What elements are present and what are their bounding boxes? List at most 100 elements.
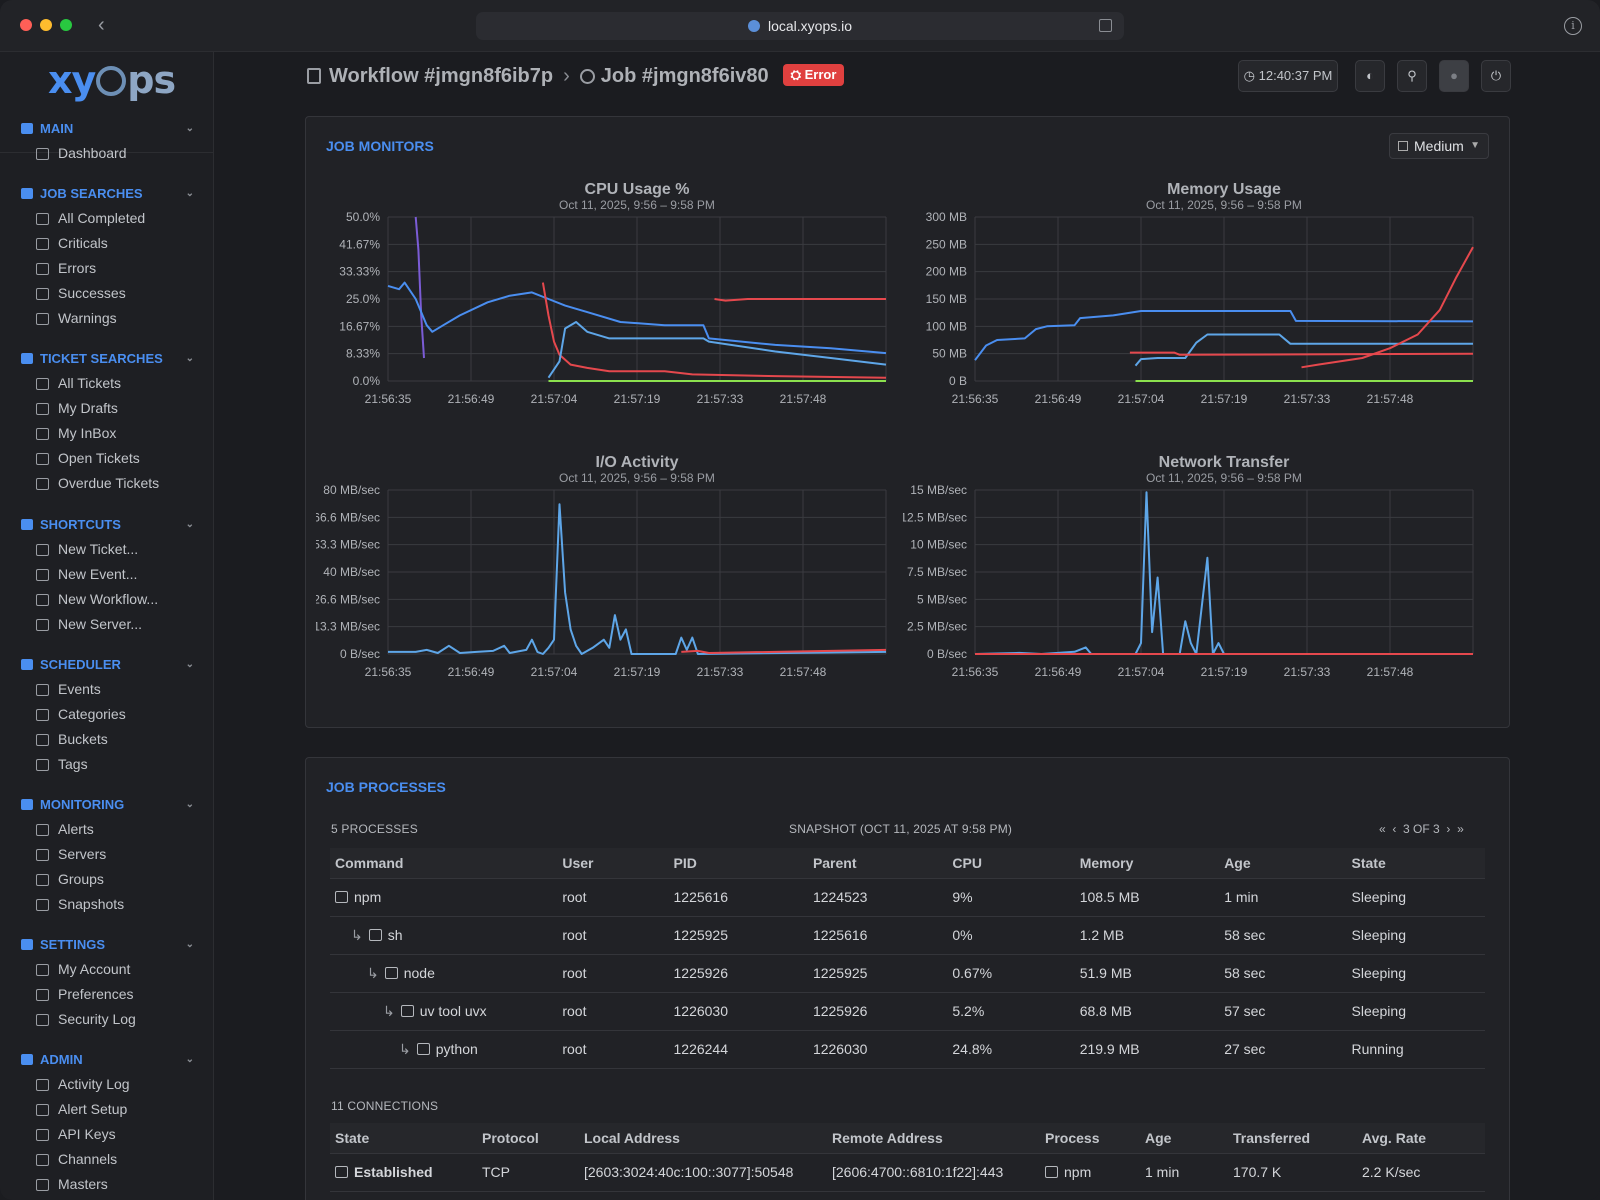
process-command: node <box>403 964 435 981</box>
sidebar-item[interactable]: Overdue Tickets <box>0 471 214 496</box>
chevron-down-icon[interactable]: ⌄ <box>185 519 194 530</box>
sidebar-section-header[interactable]: TICKET SEARCHES ⌄ <box>0 346 214 371</box>
connections-table: State Protocol Local Address Remote Address… <box>330 1123 1485 1192</box>
column-header[interactable]: User <box>557 848 669 879</box>
sidebar-item[interactable]: Security Log <box>0 1007 214 1032</box>
process-command: python <box>435 1040 478 1057</box>
sidebar-section-header[interactable]: MAIN ⌄ <box>0 116 214 141</box>
column-header[interactable]: Command <box>330 848 558 879</box>
sidebar-item[interactable]: All Completed <box>0 206 214 231</box>
sidebar-item[interactable]: New Server... <box>0 612 214 637</box>
sidebar-item[interactable]: All Tickets <box>0 371 214 396</box>
terminal-icon <box>368 928 382 941</box>
clock-button[interactable]: ◷ 12:40:37 PM <box>1238 60 1338 92</box>
user-avatar[interactable]: ● <box>1439 60 1469 92</box>
sidebar-item[interactable]: New Workflow... <box>0 587 214 612</box>
column-header[interactable]: Transferred <box>1228 1123 1357 1154</box>
logout-button[interactable]: ⏻ <box>1481 60 1511 92</box>
chevron-down-icon[interactable]: ⌄ <box>185 188 194 199</box>
logo-text-left: xy <box>48 58 96 102</box>
theme-toggle-button[interactable]: ◐ <box>1355 60 1385 92</box>
sidebar-item[interactable]: Open Tickets <box>0 446 214 471</box>
chevron-down-icon[interactable]: ⌄ <box>185 659 194 670</box>
column-header[interactable]: Memory <box>1074 848 1220 879</box>
column-header[interactable]: Local Address <box>579 1123 827 1154</box>
sidebar-item[interactable]: Preferences <box>0 982 214 1007</box>
column-header[interactable]: State <box>1346 848 1485 879</box>
column-header[interactable]: CPU <box>947 848 1075 879</box>
table-row[interactable]: ↳ python root 1226244 1226030 24.8% 219.9 MB 27… <box>330 1030 1485 1069</box>
chevron-down-icon[interactable]: ⌄ <box>185 123 194 134</box>
sidebar-item[interactable]: My Drafts <box>0 396 214 421</box>
sidebar-item[interactable]: New Event... <box>0 562 214 587</box>
back-arrow-icon[interactable]: ‹ <box>98 14 105 36</box>
sidebar-item[interactable]: Dashboard <box>0 141 214 166</box>
column-header[interactable]: Process <box>1040 1123 1140 1154</box>
sidebar-item[interactable]: Alerts <box>0 817 214 842</box>
sidebar-section-header[interactable]: MONITORING ⌄ <box>0 792 214 817</box>
xyops-logo[interactable]: xy ps <box>48 58 176 102</box>
chart-size-select[interactable]: Medium ▼ <box>1389 133 1489 159</box>
sidebar-item[interactable]: Snapshots <box>0 892 214 917</box>
column-header[interactable]: State <box>330 1123 477 1154</box>
sidebar-item[interactable]: Servers <box>0 842 214 867</box>
minimize-window-button[interactable] <box>40 19 52 31</box>
search-doc-icon <box>21 353 33 364</box>
new-event-icon <box>36 569 49 581</box>
column-header[interactable]: PID <box>668 848 808 879</box>
column-header[interactable]: Age <box>1140 1123 1228 1154</box>
column-header[interactable]: Protocol <box>477 1123 579 1154</box>
sidebar-item[interactable]: Activity Log <box>0 1072 214 1097</box>
log-icon <box>36 1079 49 1091</box>
table-row[interactable]: ↳ uv tool uvx root 1226030 1225926 5.2% 68.8 M… <box>330 992 1485 1031</box>
sidebar-item[interactable]: My Account <box>0 957 214 982</box>
sidebar-item[interactable]: Successes <box>0 281 214 306</box>
sidebar-section-header[interactable]: SCHEDULER ⌄ <box>0 652 214 677</box>
process-age: 57 sec <box>1219 992 1347 1031</box>
sidebar-section-header[interactable]: JOB SEARCHES ⌄ <box>0 181 214 206</box>
prev-page-icon[interactable]: ‹ <box>1392 822 1397 836</box>
sidebar-item[interactable]: API Keys <box>0 1122 214 1147</box>
url-bar[interactable]: local.xyops.io <box>476 12 1124 40</box>
table-row[interactable]: Established TCP [2603:3024:40c:100::3077]:… <box>330 1153 1485 1192</box>
column-header[interactable]: Parent <box>807 848 948 879</box>
first-page-icon[interactable]: « <box>1379 822 1386 836</box>
sidebar-item[interactable]: New Ticket... <box>0 537 214 562</box>
chevron-down-icon[interactable]: ⌄ <box>185 353 194 364</box>
reader-mode-icon[interactable] <box>1099 19 1112 32</box>
close-window-button[interactable] <box>20 19 32 31</box>
sidebar-item[interactable]: Masters <box>0 1172 214 1197</box>
next-page-icon[interactable]: › <box>1446 822 1451 836</box>
sidebar-item[interactable]: My InBox <box>0 421 214 446</box>
sidebar-item[interactable]: Warnings <box>0 306 214 331</box>
sidebar-item[interactable]: Buckets <box>0 727 214 752</box>
sidebar-item[interactable]: Categories <box>0 702 214 727</box>
last-page-icon[interactable]: » <box>1457 822 1464 836</box>
sidebar-item[interactable]: Tags <box>0 752 214 777</box>
sidebar-section-header[interactable]: SETTINGS ⌄ <box>0 932 214 957</box>
chevron-down-icon[interactable]: ⌄ <box>185 939 194 950</box>
sidebar-section-header[interactable]: SHORTCUTS ⌄ <box>0 512 214 537</box>
breadcrumb-workflow[interactable]: Workflow #jmgn8f6ib7p <box>329 65 554 87</box>
sidebar-item[interactable]: Alert Setup <box>0 1097 214 1122</box>
process-pid: 1226030 <box>668 992 808 1031</box>
column-header[interactable]: Remote Address <box>827 1123 1040 1154</box>
column-header[interactable]: Avg. Rate <box>1357 1123 1485 1154</box>
y-tick-label: 100 MB <box>926 319 967 333</box>
column-header[interactable]: Age <box>1219 848 1347 879</box>
chevron-down-icon[interactable]: ⌄ <box>185 799 194 810</box>
sidebar-item[interactable]: Errors <box>0 256 214 281</box>
sidebar-item[interactable]: Channels <box>0 1147 214 1172</box>
sidebar-item[interactable]: Events <box>0 677 214 702</box>
preferences-button[interactable]: ⚲ <box>1397 60 1427 92</box>
info-icon[interactable]: i <box>1564 17 1582 35</box>
sidebar-item[interactable]: Groups <box>0 867 214 892</box>
table-row[interactable]: ↳ sh root 1225925 1225616 0% 1.2 MB 58 sec Sleep… <box>330 916 1485 955</box>
table-row[interactable]: ↳ node root 1225926 1225925 0.67% 51.9 MB 58 se… <box>330 954 1485 993</box>
series-line <box>714 298 886 302</box>
sidebar-section-header[interactable]: ADMIN ⌄ <box>0 1047 214 1072</box>
chevron-down-icon[interactable]: ⌄ <box>185 1054 194 1065</box>
zoom-window-button[interactable] <box>60 19 72 31</box>
table-row[interactable]: npm root 1225616 1224523 9% 108.5 MB 1 min Slee… <box>330 878 1485 917</box>
sidebar-item[interactable]: Criticals <box>0 231 214 256</box>
